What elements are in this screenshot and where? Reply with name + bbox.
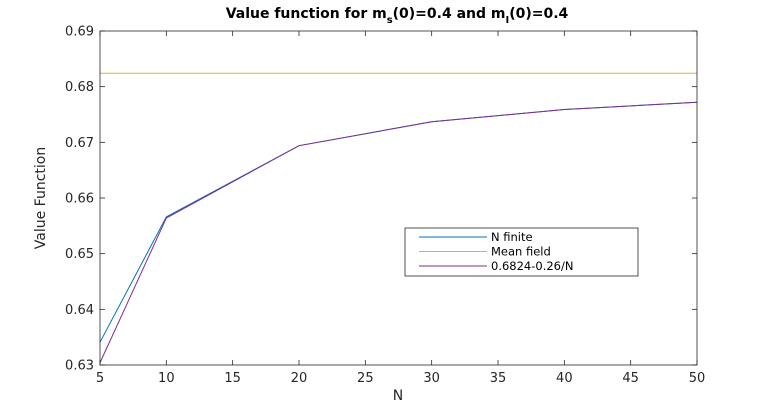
series-line-3 (99, 101, 698, 363)
x-tick-label: 50 (689, 371, 706, 386)
y-tick-label: 0.66 (65, 192, 94, 207)
axes: 5 10 15 20 25 30 35 40 45 50 0.63 0.64 0.65 0.66 0.67 0… (65, 25, 705, 387)
legend-label-3: 0.6824-0.26/N (491, 259, 573, 273)
legend-label-2: Mean field (491, 245, 551, 259)
chart-title: Value function for ms(0)=0.4 and mI(0)=0… (226, 6, 569, 26)
x-tick-label: 45 (622, 371, 639, 386)
plot-area (100, 31, 697, 365)
x-tick-label: 10 (158, 371, 175, 386)
x-tick-label: 35 (490, 371, 507, 386)
y-tick-label: 0.69 (65, 25, 94, 40)
x-tick-label: 30 (423, 371, 440, 386)
x-tick-label: 5 (96, 371, 104, 386)
y-tick-label: 0.63 (65, 359, 94, 374)
x-tick-label: 15 (224, 371, 241, 386)
series-layer (99, 72, 698, 363)
x-tick-label: 25 (357, 371, 374, 386)
x-axis-title: N (393, 388, 403, 404)
y-tick-label: 0.65 (65, 247, 94, 262)
y-axis-title: Value Function (33, 147, 49, 249)
y-tick-label: 0.67 (65, 136, 94, 151)
x-tick-label: 40 (556, 371, 573, 386)
x-tick-label: 20 (291, 371, 308, 386)
y-tick-label: 0.68 (65, 80, 94, 95)
legend-label-1: N finite (491, 230, 533, 244)
y-tick-label: 0.64 (65, 303, 94, 318)
